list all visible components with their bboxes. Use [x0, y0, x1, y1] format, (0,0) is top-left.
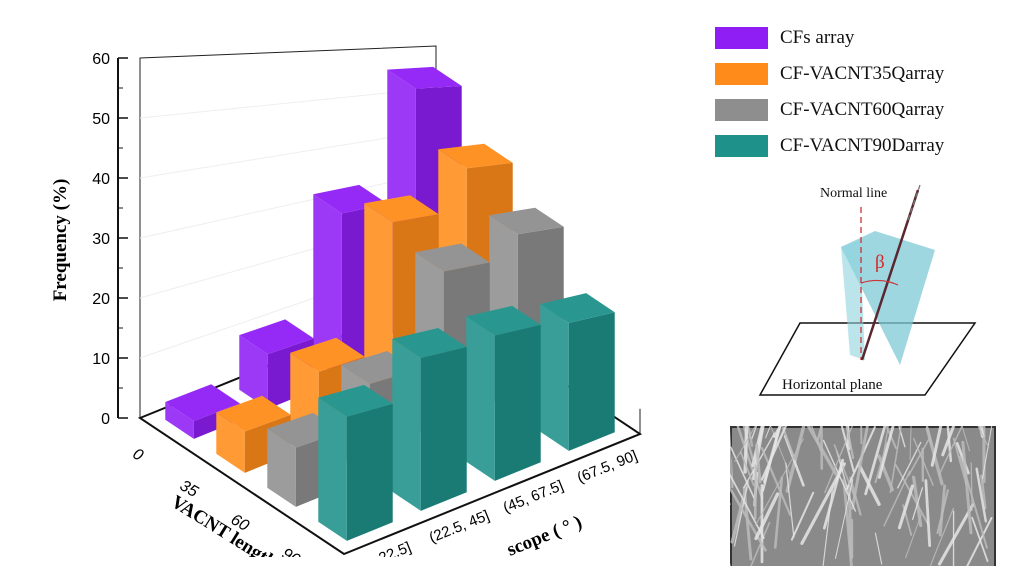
- horizontal-plane-label: Horizontal plane: [782, 377, 883, 393]
- sem-fiber: [755, 466, 756, 519]
- legend-label: CF-VACNT60Qarray: [780, 99, 944, 121]
- bar: [540, 293, 614, 451]
- bar: [318, 385, 392, 541]
- category-axis-label: scope ( ° ): [504, 512, 585, 557]
- legend-swatch: [715, 27, 768, 49]
- bar-front-face: [495, 325, 541, 481]
- y-tick-label: 0: [101, 411, 110, 428]
- y-tick-label: 50: [92, 111, 110, 128]
- legend-swatch: [715, 63, 768, 85]
- bar-front-face: [347, 404, 393, 541]
- y-tick-label: 40: [92, 171, 110, 188]
- legend: CFs array CF-VACNT35Qarray CF-VACNT60Qar…: [715, 20, 944, 164]
- bar-side-face: [540, 304, 569, 451]
- legend-label: CFs array: [780, 27, 854, 49]
- sem-fiber: [971, 463, 972, 510]
- legend-item: CF-VACNT90Darray: [715, 128, 944, 164]
- legend-item: CFs array: [715, 20, 944, 56]
- angle-diagram: β Normal line Horizontal plane: [740, 175, 1000, 405]
- bar-side-face: [466, 316, 495, 480]
- bar: [466, 306, 540, 481]
- row-tick-label: 0: [130, 446, 146, 465]
- legend-swatch: [715, 135, 768, 157]
- y-axis-label: Frequency (%): [50, 179, 71, 302]
- sem-fiber: [861, 426, 862, 443]
- bar-side-face: [392, 339, 421, 511]
- legend-label: CF-VACNT90Darray: [780, 135, 944, 157]
- y-tick-label: 60: [92, 51, 110, 68]
- legend-swatch: [715, 99, 768, 121]
- bar: [392, 328, 466, 511]
- y-tick-label: 30: [92, 231, 110, 248]
- normal-line-label: Normal line: [820, 186, 887, 201]
- bar-front-face: [569, 312, 615, 451]
- bar-front-face: [421, 347, 467, 511]
- row-tick-label: 90: [279, 545, 303, 557]
- legend-label: CF-VACNT35Qarray: [780, 63, 944, 85]
- legend-item: CF-VACNT35Qarray: [715, 56, 944, 92]
- y-tick-label: 10: [92, 351, 110, 368]
- legend-item: CF-VACNT60Qarray: [715, 92, 944, 128]
- y-tick-label: 20: [92, 291, 110, 308]
- angle-label: β: [875, 252, 885, 273]
- bar-side-face: [318, 398, 347, 541]
- sem-image: [730, 426, 996, 566]
